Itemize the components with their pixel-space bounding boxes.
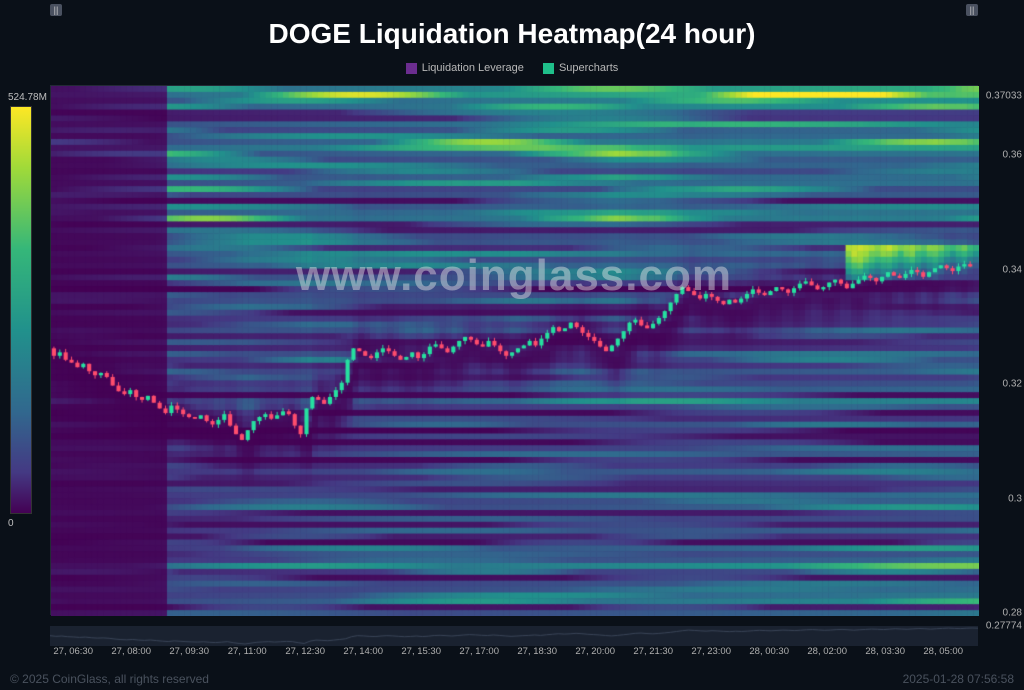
x-tick: 27, 17:00 [459, 646, 499, 657]
y-tick: 0.36 [980, 150, 1022, 161]
x-tick: 28, 03:30 [865, 646, 905, 657]
y-tick: 0.37033 [980, 91, 1022, 102]
colorbar-max: 524.78M [8, 92, 47, 103]
x-tick: 27, 21:30 [633, 646, 673, 657]
x-tick: 28, 05:00 [923, 646, 963, 657]
x-axis: 27, 06:30 27, 08:00 27, 09:30 27, 11:00 27, … [50, 646, 978, 660]
colorbar-min: 0 [8, 518, 14, 529]
footer: © 2025 CoinGlass, all rights reserved 20… [10, 672, 1014, 686]
y-axis: 0.370330.360.340.320.30.280.27774 [980, 96, 1022, 626]
brush-handle-left[interactable]: || [50, 4, 62, 16]
y-tick: 0.34 [980, 264, 1022, 275]
x-tick: 28, 02:00 [807, 646, 847, 657]
legend-label: Liquidation Leverage [422, 62, 524, 74]
legend-swatch [543, 63, 554, 74]
x-tick: 27, 12:30 [285, 646, 325, 657]
x-tick: 27, 09:30 [169, 646, 209, 657]
candles-canvas [51, 86, 979, 616]
chart-title: DOGE Liquidation Heatmap(24 hour) [0, 0, 1024, 62]
x-tick: 27, 20:00 [575, 646, 615, 657]
x-tick: 27, 08:00 [111, 646, 151, 657]
x-tick: 27, 15:30 [401, 646, 441, 657]
x-tick: 27, 06:30 [53, 646, 93, 657]
y-tick: 0.27774 [980, 621, 1022, 632]
x-tick: 27, 14:00 [343, 646, 383, 657]
legend-label: Supercharts [559, 62, 618, 74]
x-tick: 27, 18:30 [517, 646, 557, 657]
legend-swatch [406, 63, 417, 74]
brush-handle-right[interactable]: || [966, 4, 978, 16]
brush-overview[interactable] [50, 626, 978, 646]
x-tick: 27, 11:00 [228, 646, 267, 657]
y-tick: 0.3 [980, 493, 1022, 504]
x-tick: 28, 00:30 [749, 646, 789, 657]
y-tick: 0.28 [980, 608, 1022, 619]
y-tick: 0.32 [980, 379, 1022, 390]
footer-timestamp: 2025-01-28 07:56:58 [903, 672, 1014, 686]
legend: Liquidation Leverage Supercharts [0, 62, 1024, 85]
footer-copyright: © 2025 CoinGlass, all rights reserved [10, 672, 209, 686]
legend-item-leverage: Liquidation Leverage [406, 62, 524, 74]
x-tick: 27, 23:00 [691, 646, 731, 657]
colorbar [10, 106, 32, 514]
chart-area[interactable]: www.coinglass.com [50, 85, 978, 615]
legend-item-supercharts: Supercharts [543, 62, 618, 74]
